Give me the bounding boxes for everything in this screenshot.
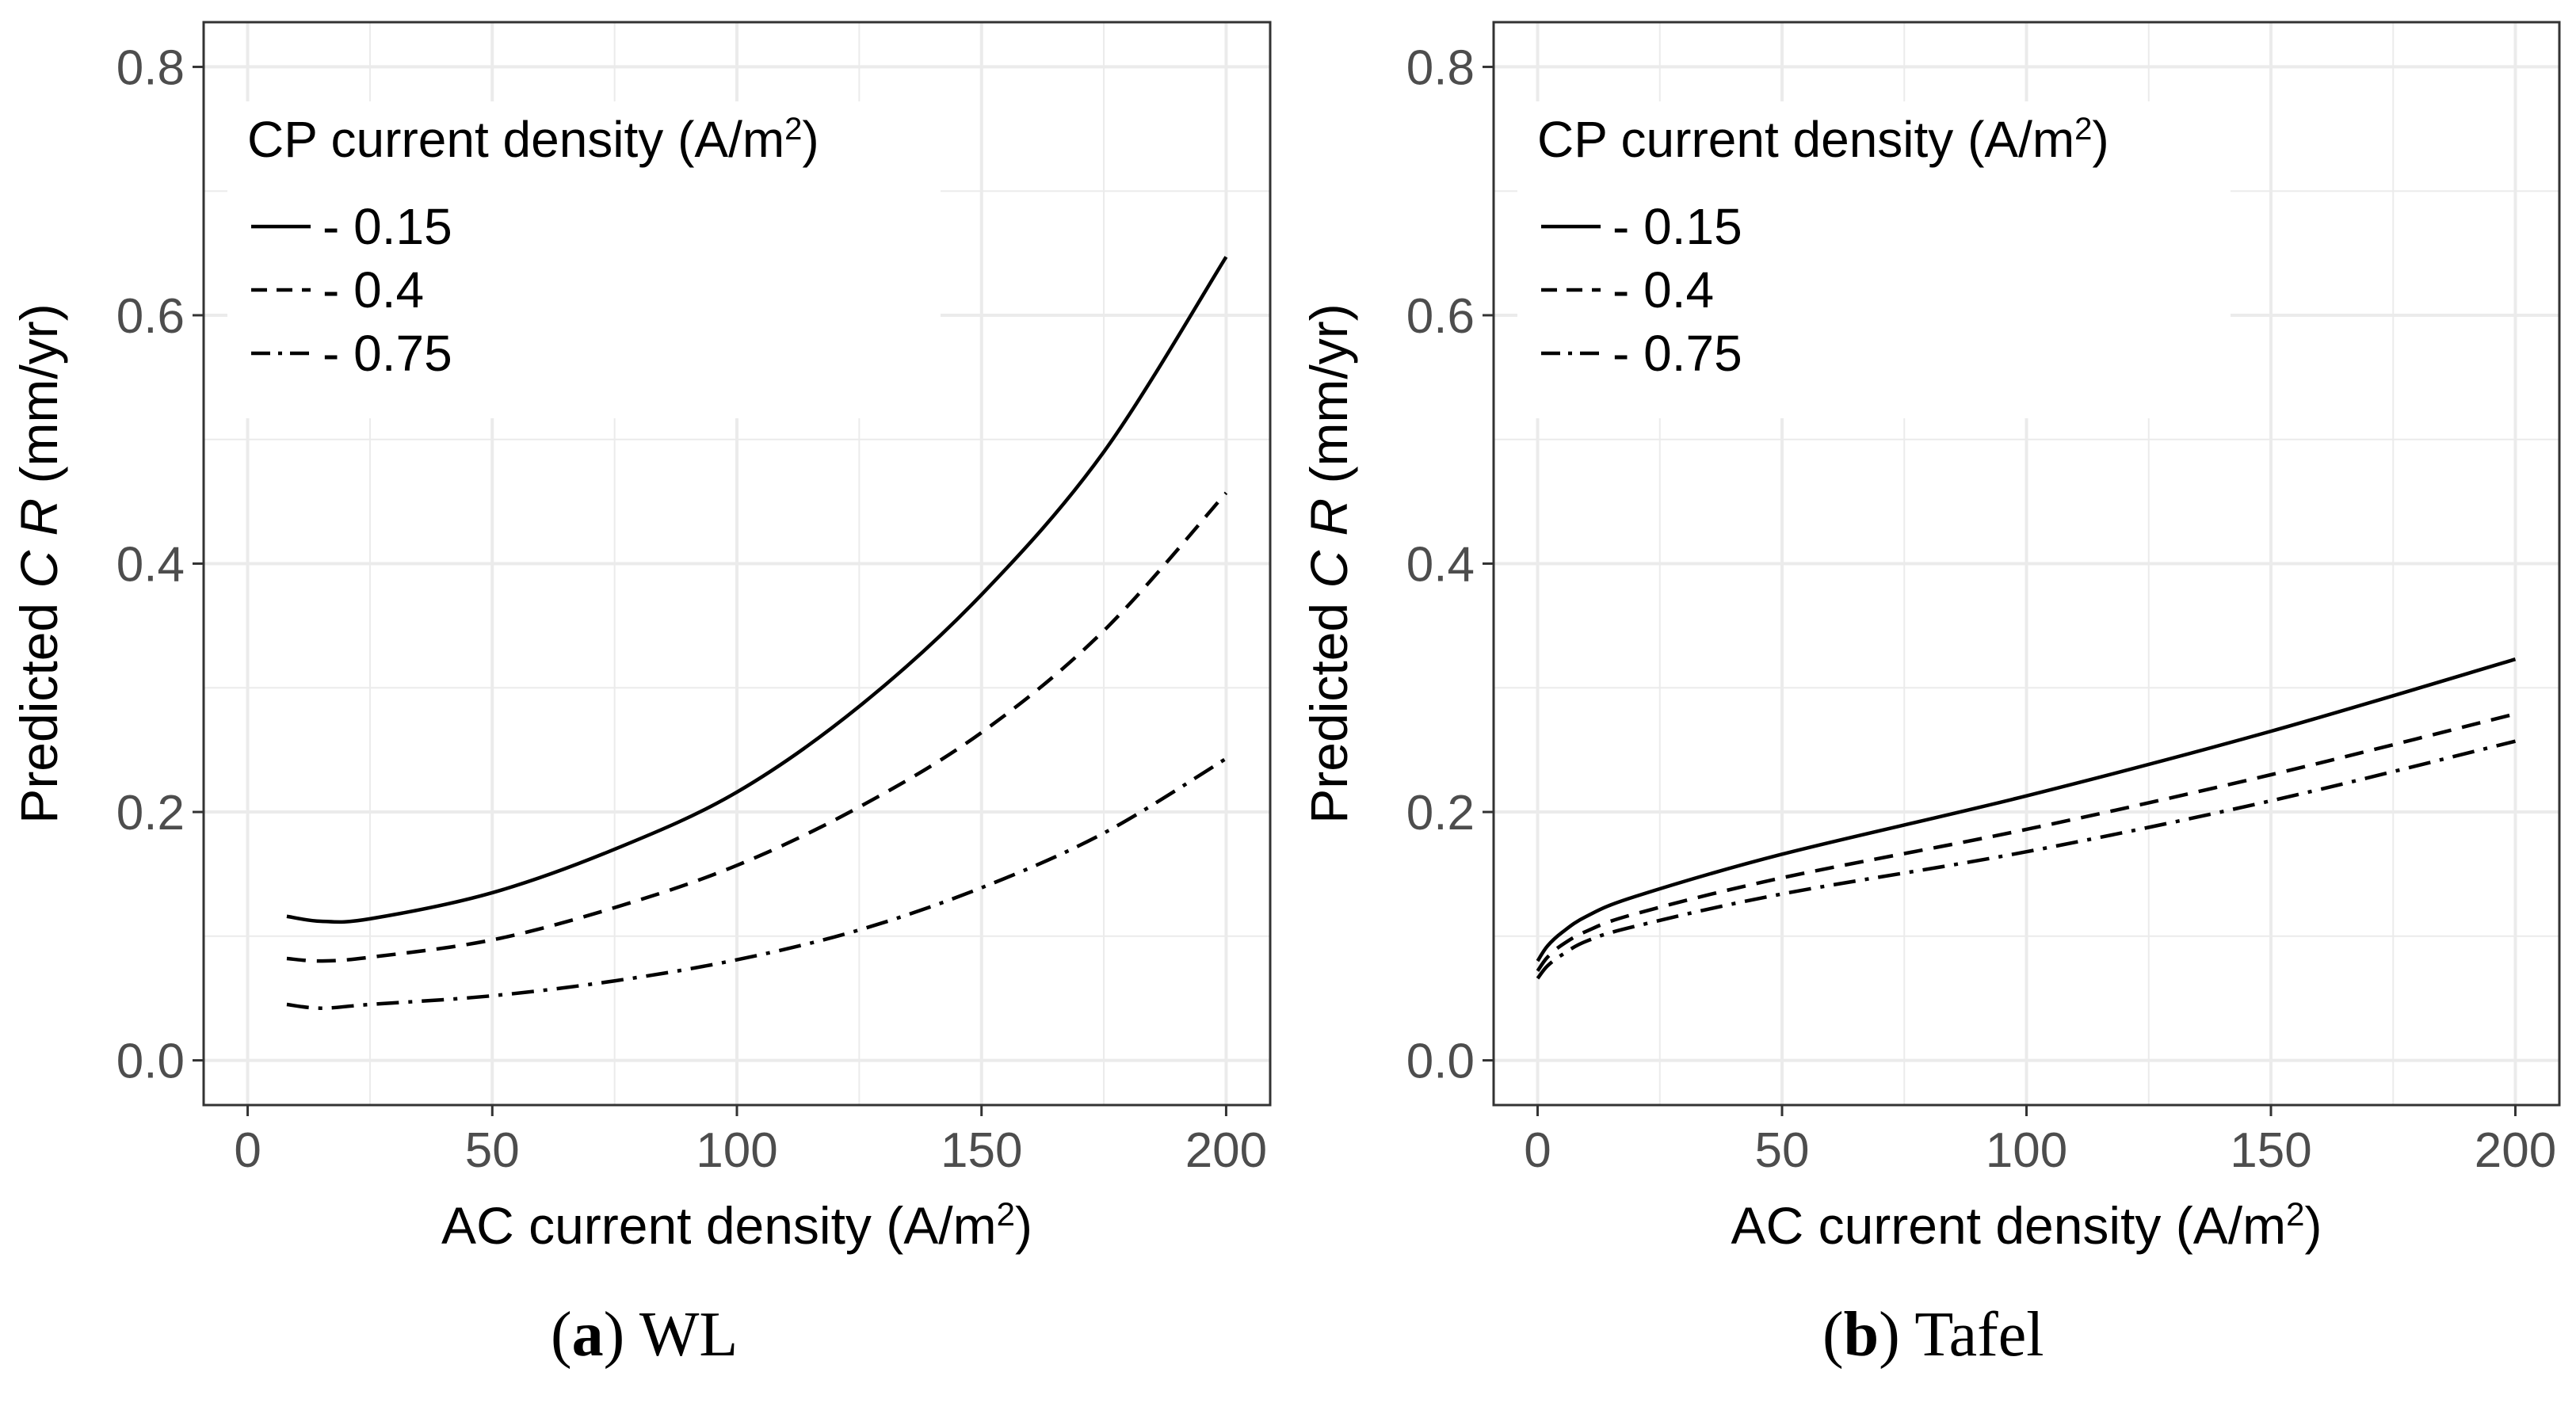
x-tick-label: 100	[696, 1123, 777, 1178]
y-tick-label: 0.2	[116, 786, 185, 840]
y-tick-label: 0.8	[1406, 40, 1475, 95]
y-axis-label: Predicted C R (mm/yr)	[1299, 303, 1358, 823]
legend-label: - 0.75	[322, 325, 452, 382]
y-tick-label: 0.6	[116, 289, 185, 344]
series-line-dotdash	[1536, 739, 2517, 980]
x-tick-label: 150	[2230, 1123, 2311, 1178]
x-tick-label: 0	[1524, 1123, 1551, 1178]
legend-title: CP current density (A/m2)	[1537, 111, 2109, 168]
y-tick-label: 0.4	[116, 538, 185, 593]
x-axis-label: AC current density (A/m2)	[1731, 1195, 2322, 1255]
series-line-dashed	[286, 491, 1228, 963]
series-line-solid	[1536, 657, 2517, 962]
x-tick-label: 50	[465, 1123, 520, 1178]
chart-panel-b: CP current density (A/m2) - 0.15 - 0.4 - 0.…	[1299, 21, 2561, 1255]
legend: CP current density (A/m2) - 0.15 - 0.4 - 0.…	[227, 101, 941, 418]
y-tick-label: 0.4	[1406, 538, 1475, 593]
series-line-dotdash	[286, 757, 1227, 1010]
x-tick-label: 200	[2475, 1123, 2556, 1178]
legend-background	[1517, 101, 2231, 418]
caption-a-letter: a	[571, 1300, 604, 1370]
caption-a-text: WL	[639, 1300, 738, 1370]
y-tick-label: 0.8	[116, 40, 185, 95]
x-axis-label: AC current density (A/m2)	[441, 1195, 1032, 1255]
legend-label: - 0.15	[322, 198, 452, 255]
caption-a: (a) WL	[551, 1300, 738, 1370]
y-axis-label: Predicted C R (mm/yr)	[10, 303, 68, 823]
y-tick-label: 0.6	[1406, 289, 1475, 344]
x-tick-label: 50	[1755, 1123, 1810, 1178]
legend: CP current density (A/m2) - 0.15 - 0.4 - 0.…	[1517, 101, 2231, 418]
y-tick-label: 0.0	[1406, 1035, 1475, 1089]
x-tick-label: 0	[234, 1123, 261, 1178]
caption-b: (b) Tafel	[1822, 1300, 2044, 1370]
legend-label: - 0.4	[1612, 261, 1714, 318]
chart-panel-a: CP current density (A/m2) - 0.15 - 0.4 - 0.…	[10, 21, 1272, 1255]
x-tick-label: 150	[941, 1123, 1022, 1178]
legend-label: - 0.4	[322, 261, 424, 318]
caption-b-letter: b	[1843, 1300, 1880, 1370]
x-tick-label: 100	[1986, 1123, 2067, 1178]
legend-background	[227, 101, 941, 418]
series-line-dashed	[1536, 712, 2517, 972]
legend-label: - 0.15	[1612, 198, 1742, 255]
y-tick-label: 0.0	[116, 1035, 185, 1089]
series-line-solid	[286, 256, 1228, 924]
legend-label: - 0.75	[1612, 325, 1742, 382]
x-tick-label: 200	[1185, 1123, 1267, 1178]
caption-b-text: Tafel	[1914, 1300, 2044, 1370]
y-tick-label: 0.2	[1406, 786, 1475, 840]
legend-title: CP current density (A/m2)	[247, 111, 819, 168]
